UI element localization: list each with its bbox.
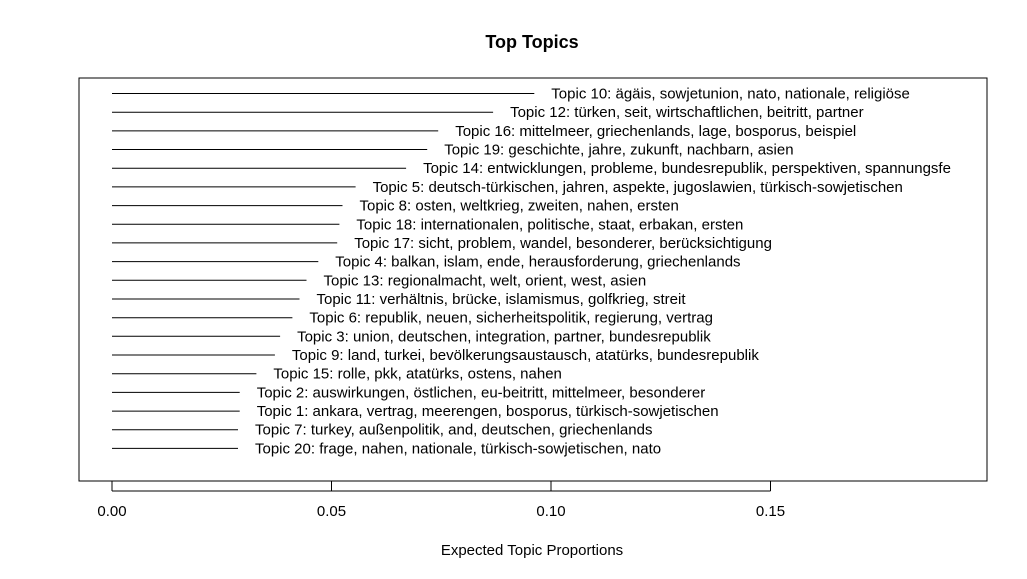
x-tick-label: 0.15 [756, 503, 785, 520]
x-tick-label: 0.10 [536, 503, 565, 520]
topic-label: Topic 18: internationalen, politische, s… [356, 216, 743, 233]
topic-label: Topic 5: deutsch-türkischen, jahren, asp… [373, 179, 903, 196]
topic-label: Topic 10: ägäis, sowjetunion, nato, nati… [551, 86, 910, 103]
x-axis: 0.00 0.05 0.10 0.15 [97, 481, 785, 520]
x-axis-title: Expected Topic Proportions [441, 542, 623, 559]
topic-label: Topic 13: regionalmacht, welt, orient, w… [324, 272, 647, 289]
topic-label: Topic 15: rolle, pkk, atatürks, ostens, … [273, 366, 562, 383]
topic-label: Topic 17: sicht, problem, wandel, besond… [354, 235, 772, 252]
chart-marks: Topic 10: ägäis, sowjetunion, nato, nati… [112, 86, 951, 457]
x-tick-label: 0.00 [97, 503, 126, 520]
topic-label: Topic 12: türken, seit, wirtschaftlichen… [510, 104, 863, 121]
topic-label: Topic 2: auswirkungen, östlichen, eu-bei… [257, 384, 706, 401]
plot-frame [78, 77, 988, 482]
topic-label: Topic 3: union, deutschen, integration, … [297, 328, 711, 345]
topic-label: Topic 20: frage, nahen, nationale, türki… [255, 440, 661, 457]
topic-label: Topic 8: osten, weltkrieg, zweiten, nahe… [360, 198, 679, 215]
topic-label: Topic 14: entwicklungen, probleme, bunde… [423, 160, 951, 177]
x-tick-label: 0.05 [317, 503, 346, 520]
topic-label: Topic 6: republik, neuen, sicherheitspol… [309, 310, 713, 327]
chart-title: Top Topics [485, 32, 578, 52]
topic-label: Topic 4: balkan, islam, ende, herausford… [335, 254, 740, 271]
topic-label: Topic 19: geschichte, jahre, zukunft, na… [444, 142, 793, 159]
topic-label: Topic 11: verhältnis, brücke, islamismus… [317, 291, 687, 308]
topic-label: Topic 16: mittelmeer, griechenlands, lag… [455, 123, 856, 140]
topic-label: Topic 9: land, turkei, bevölkerungsausta… [292, 347, 759, 364]
topic-label: Topic 7: turkey, außenpolitik, and, deut… [255, 422, 652, 439]
topic-label: Topic 1: ankara, vertrag, meerengen, bos… [257, 403, 719, 420]
